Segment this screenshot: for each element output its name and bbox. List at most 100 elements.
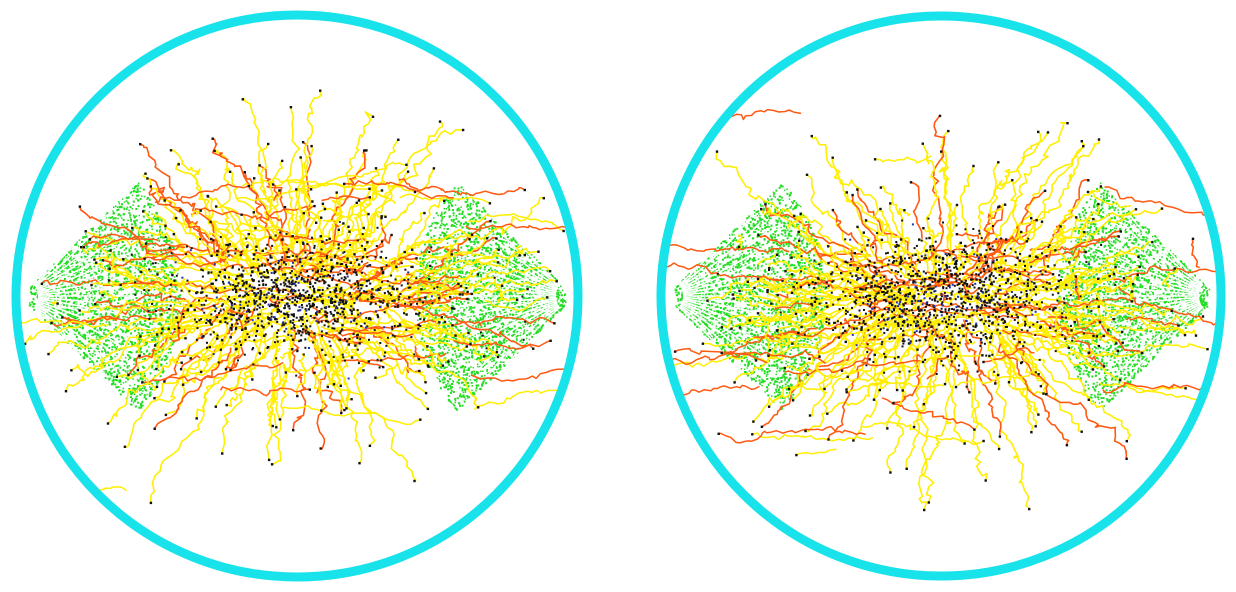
- pole-dot: [471, 307, 474, 309]
- pole-dot: [98, 243, 101, 246]
- pole-dot: [433, 240, 436, 243]
- pole-dot: [108, 269, 111, 272]
- pole-dot: [498, 327, 501, 330]
- pole-dot: [470, 366, 472, 368]
- pole-dot: [100, 303, 102, 306]
- pole-dot: [452, 359, 454, 361]
- pole-dot: [132, 214, 135, 217]
- pole-dot: [157, 237, 159, 240]
- pole-dot: [165, 362, 168, 365]
- pole-dot: [164, 226, 167, 229]
- pole-dot: [92, 227, 94, 230]
- pole-dot: [79, 340, 82, 343]
- pole-dot: [129, 384, 131, 387]
- pole-dot: [522, 333, 525, 336]
- pole-dot: [114, 299, 116, 301]
- pole-dot: [108, 216, 110, 219]
- pole-dot: [138, 332, 141, 335]
- pole-dot: [447, 398, 450, 401]
- pole-dot: [117, 334, 119, 337]
- pole-dot: [459, 329, 462, 332]
- pole-dot: [496, 231, 499, 234]
- pole-field-line: [35, 303, 123, 361]
- pole-dot: [132, 293, 135, 296]
- pole-dot: [70, 285, 73, 288]
- pole-dot: [155, 219, 158, 221]
- pole-dot: [117, 364, 120, 367]
- pole-dot: [160, 266, 163, 269]
- pole-dot: [469, 205, 471, 207]
- pole-dot: [56, 316, 59, 319]
- pole-dot: [97, 226, 100, 229]
- pole-dot: [129, 356, 132, 359]
- pole-dot: [526, 263, 529, 266]
- pole-dot: [61, 300, 64, 303]
- pole-dot: [557, 302, 560, 305]
- pole-dot: [81, 299, 84, 301]
- pole-dot: [474, 265, 477, 268]
- pole-dot: [507, 275, 510, 278]
- pole-dot: [461, 365, 464, 367]
- pole-dot: [142, 303, 145, 306]
- pole-dot: [73, 301, 75, 304]
- pole-dot: [500, 341, 503, 344]
- pole-dot: [90, 334, 93, 337]
- pole-dot: [503, 364, 505, 366]
- pole-dot: [509, 269, 512, 272]
- pole-dot: [121, 329, 124, 331]
- pole-dot: [506, 236, 509, 239]
- pole-dot: [476, 301, 478, 303]
- pole-dot: [512, 334, 514, 336]
- pole-dot: [98, 292, 101, 295]
- pole-dot: [98, 291, 101, 293]
- pole-dot: [129, 266, 132, 268]
- pole-dot: [458, 300, 460, 302]
- pole-dot: [30, 286, 33, 289]
- pole-dot: [447, 362, 450, 365]
- pole-dot: [442, 326, 445, 329]
- pole-dot: [106, 309, 109, 311]
- pole-dot: [116, 206, 119, 208]
- pole-dot: [148, 211, 150, 213]
- pole-dot: [166, 297, 168, 300]
- pole-dot: [98, 336, 100, 338]
- pole-dot: [467, 329, 470, 332]
- pole-dot: [113, 227, 116, 230]
- pole-dot: [95, 271, 97, 274]
- pole-dot: [152, 312, 154, 315]
- pole-dot: [160, 248, 162, 251]
- pole-dot: [522, 269, 525, 272]
- pole-dot: [460, 312, 463, 315]
- pole-dot: [83, 281, 86, 284]
- pole-dot: [480, 370, 482, 372]
- pole-dot: [66, 303, 69, 306]
- pole-dot: [108, 277, 110, 279]
- pole-dot: [515, 245, 518, 248]
- pole-dot: [487, 236, 490, 238]
- pole-dot: [134, 388, 137, 390]
- pole-dot: [157, 369, 160, 372]
- pole-dot: [475, 325, 477, 328]
- pole-dot: [485, 307, 487, 309]
- pole-dot: [430, 348, 433, 351]
- pole-dot: [482, 370, 484, 372]
- pole-dot: [84, 287, 87, 290]
- pole-field-line: [35, 222, 116, 288]
- pole-dot: [113, 328, 116, 331]
- pole-dot: [144, 357, 147, 360]
- pole-dot: [472, 203, 474, 206]
- pole-dot: [485, 248, 488, 251]
- pole-dot: [62, 304, 65, 306]
- pole-dot: [439, 224, 442, 226]
- pole-dot: [443, 216, 445, 218]
- pole-dot: [160, 310, 162, 312]
- pole-dot: [74, 278, 77, 281]
- pole-dot: [542, 278, 545, 280]
- pole-dot: [42, 284, 45, 287]
- pole-dot: [157, 288, 160, 290]
- pole-dot: [70, 251, 72, 253]
- pole-dot: [457, 310, 459, 312]
- pole-dot: [96, 347, 99, 350]
- pole-dot: [155, 301, 158, 304]
- pole-dot: [133, 387, 135, 389]
